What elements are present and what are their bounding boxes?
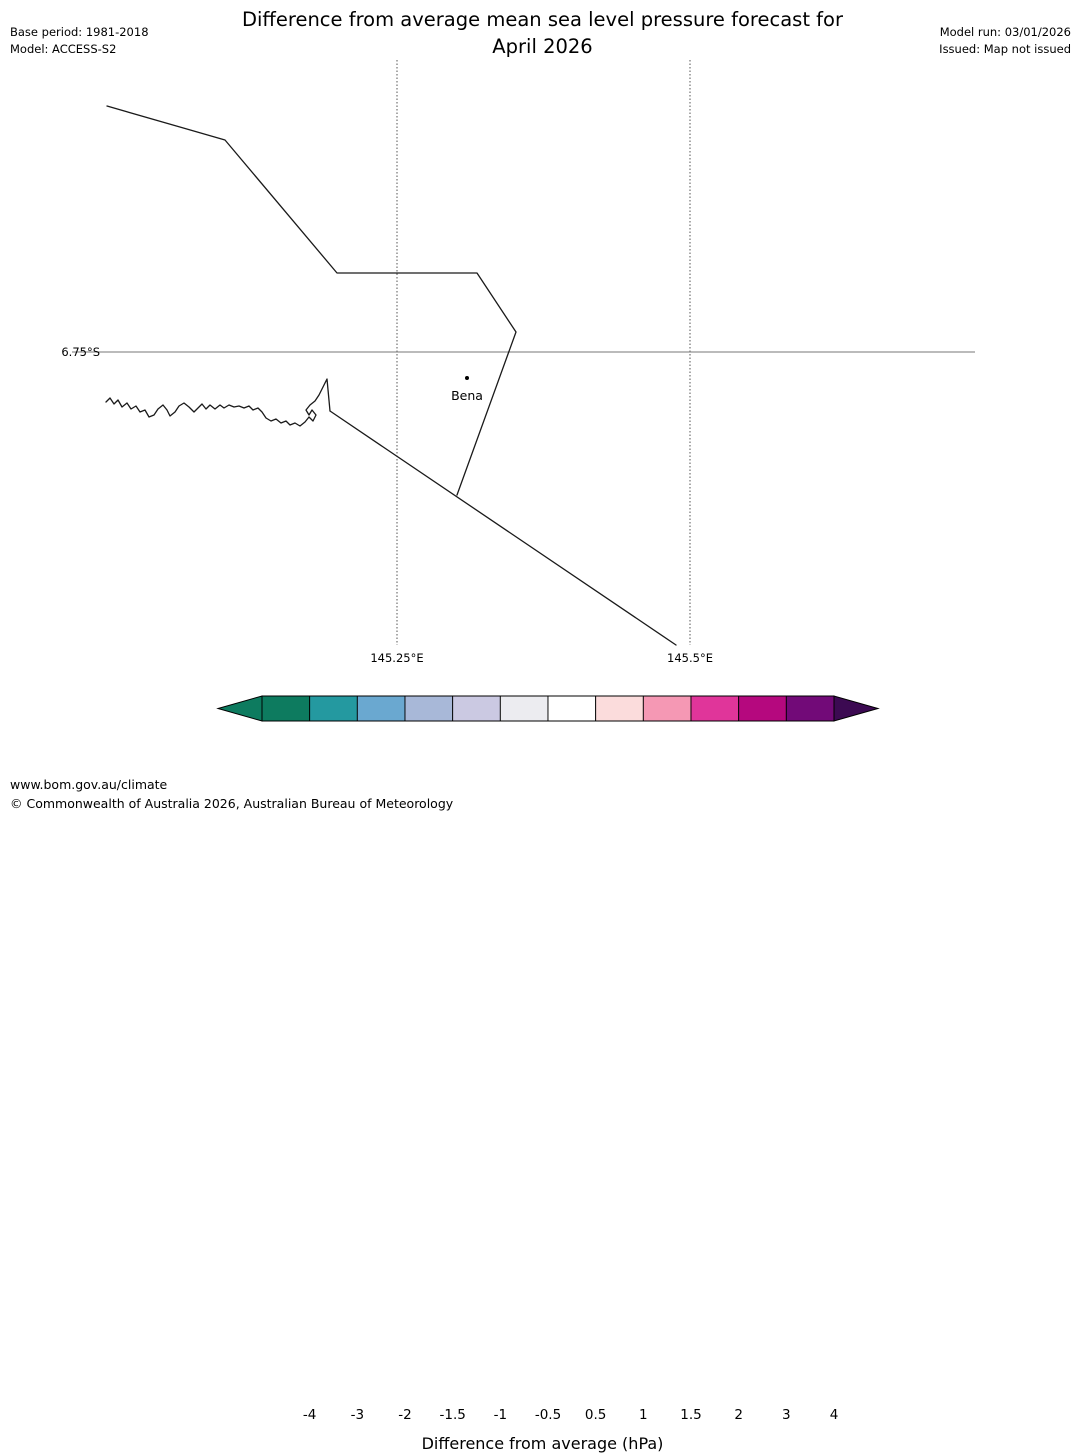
colorbar-tick-label: -3 [350, 1407, 365, 1423]
colorbar-segment [404, 695, 454, 722]
longitude-tick-label-145-5e: 145.5°E [667, 651, 713, 665]
colorbar-axis-label: Difference from average (hPa) [421, 1434, 664, 1453]
colorbar-segment [452, 695, 501, 722]
issued-text: Issued: Map not issued [939, 42, 1071, 56]
colorbar-tick-label: -2 [398, 1407, 412, 1423]
colorbar-segment [261, 695, 311, 722]
header-right-metadata: Model run: 03/01/2026 Issued: Map not is… [939, 24, 1071, 58]
colorbar-segment [642, 695, 692, 722]
colorbar-segment [738, 695, 787, 722]
coastline-upper-boundary [106, 105, 517, 496]
colorbar-tick-label: 1 [639, 1407, 648, 1423]
page-title-line2: April 2026 [492, 35, 593, 58]
page-title: Difference from average mean sea level p… [0, 6, 1085, 60]
colorbar: -4 -3 -2 -1.5 -1 -0.5 0.5 1 1.5 2 3 4 Difference fr… [0, 690, 1085, 1453]
header-left-metadata: Base period: 1981-2018 Model: ACCESS-S2 [10, 24, 149, 58]
coastline-western-detail [105, 378, 331, 427]
colorbar-tick-label: 2 [734, 1407, 743, 1423]
latitude-tick-label-6-75s: 6.75°S [61, 345, 100, 359]
model-text: Model: ACCESS-S2 [10, 42, 117, 56]
colorbar-arrow-low [216, 695, 263, 722]
colorbar-segment [690, 695, 740, 722]
colorbar-tick-labels: -4 -3 -2 -1.5 -1 -0.5 0.5 1 1.5 2 3 4 [0, 1407, 1085, 1427]
map-panel: 6.75°S 145.25°E 145.5°E Bena [0, 60, 1085, 665]
footer: www.bom.gov.au/climate © Commonwealth of… [10, 775, 453, 813]
coastline-southeast-diagonal [329, 410, 677, 646]
base-period-text: Base period: 1981-2018 [10, 25, 149, 39]
footer-copyright: © Commonwealth of Australia 2026, Austra… [10, 796, 454, 811]
model-run-text: Model run: 03/01/2026 [939, 25, 1071, 39]
colorbar-tick-label: -0.5 [534, 1407, 562, 1423]
colorbar-segment [356, 695, 406, 722]
colorbar-tick-label: -1.5 [439, 1407, 466, 1423]
colorbar-tick-label: 0.5 [584, 1407, 607, 1423]
colorbar-tick-label: 1.5 [680, 1407, 702, 1423]
map-svg [72, 60, 975, 646]
colorbar-segment [547, 695, 597, 722]
colorbar-segment [785, 695, 835, 722]
colorbar-outline [261, 695, 835, 722]
colorbar-tick-label: -4 [302, 1407, 317, 1423]
colorbar-segment [309, 695, 358, 722]
longitude-tick-label-145-25e: 145.25°E [370, 651, 424, 665]
city-marker-bena [465, 376, 469, 380]
colorbar-tick-label: 4 [829, 1407, 839, 1423]
colorbar-segment [499, 695, 549, 722]
colorbar-tick-label: -1 [493, 1407, 508, 1423]
city-label-bena: Bena [451, 388, 483, 403]
colorbar-segment [595, 695, 644, 722]
footer-url[interactable]: www.bom.gov.au/climate [10, 777, 168, 792]
colorbar-svg [216, 695, 880, 722]
colorbar-tick-label: 3 [782, 1407, 791, 1423]
bom-climate-map-page: Base period: 1981-2018 Model: ACCESS-S2 … [0, 6, 1085, 1453]
colorbar-arrow-high [833, 695, 880, 722]
colorbar-segments [261, 695, 835, 722]
page-title-line1: Difference from average mean sea level p… [242, 8, 843, 31]
